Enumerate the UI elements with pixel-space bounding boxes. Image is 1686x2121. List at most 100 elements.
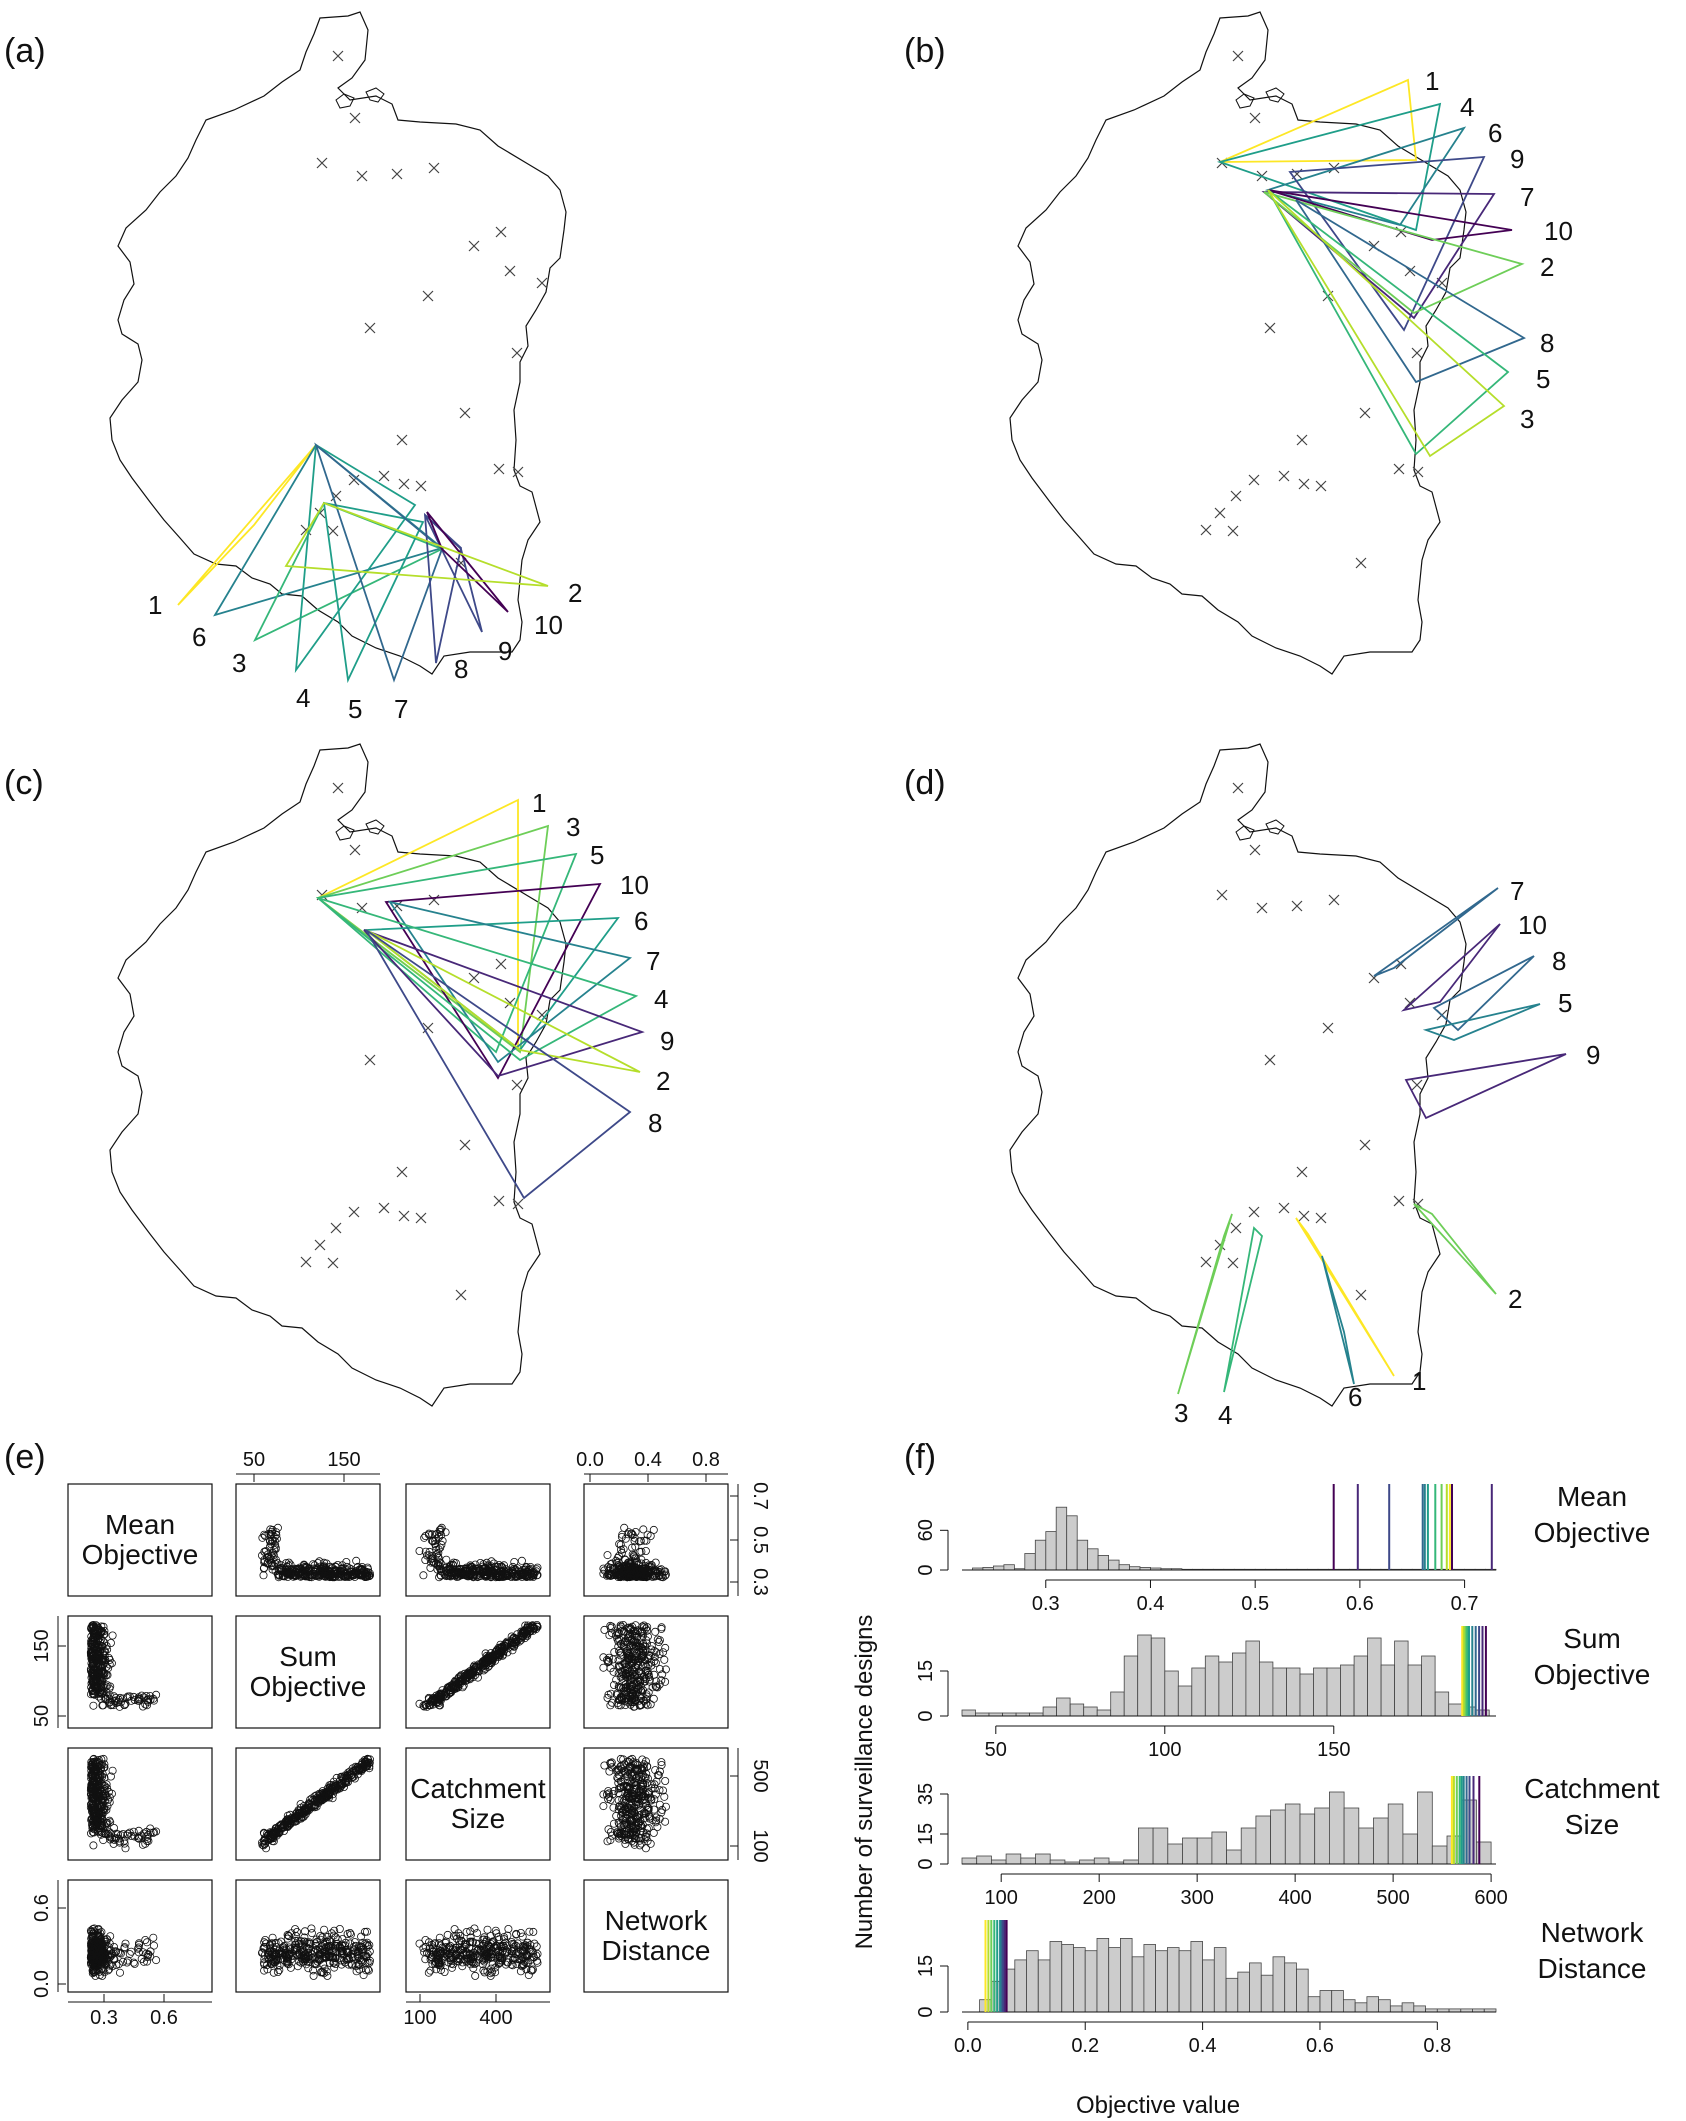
site-marker <box>428 894 440 906</box>
site-marker <box>459 1139 471 1151</box>
y-tick-label: 35 <box>915 1783 937 1805</box>
data-point <box>508 1646 517 1655</box>
design-label: 2 <box>1508 1284 1522 1314</box>
panel-label-a: (a) <box>4 32 46 70</box>
tick-label: 0.7 <box>749 1482 771 1510</box>
hist-bar <box>976 1855 992 1865</box>
site-marker <box>1404 997 1416 1009</box>
data-point <box>653 1823 662 1832</box>
hist-bar <box>1005 1853 1022 1865</box>
hist-bar <box>1270 1809 1286 1865</box>
data-point <box>644 1688 653 1697</box>
data-point <box>95 1641 104 1650</box>
island-outline <box>365 87 385 103</box>
site-marker <box>1256 902 1268 914</box>
variable-label: Network <box>605 1905 709 1936</box>
data-point <box>613 1553 622 1562</box>
data-point <box>90 1666 99 1675</box>
data-point <box>606 1560 615 1569</box>
design-triangle <box>314 442 444 683</box>
data-point <box>654 1638 663 1647</box>
hist-bar <box>1045 1531 1057 1571</box>
data-point <box>89 1841 98 1850</box>
data-point <box>267 1552 276 1561</box>
data-point <box>108 1631 117 1640</box>
data-point <box>110 1697 119 1706</box>
data-point <box>623 1573 632 1582</box>
design-label: 9 <box>660 1026 674 1056</box>
hist-bar <box>1413 2005 1426 2013</box>
tick-label: 400 <box>479 2007 512 2029</box>
site-marker <box>415 1212 427 1224</box>
hist-bar <box>1402 1833 1419 1865</box>
data-point <box>142 1938 151 1947</box>
design-label: 10 <box>1518 910 1547 940</box>
hist-bar <box>1431 1845 1448 1865</box>
site-marker <box>1278 1202 1290 1214</box>
hist-bar <box>1204 1655 1220 1717</box>
design-label: 10 <box>1544 216 1573 246</box>
data-point <box>657 1623 666 1632</box>
data-point <box>643 1565 652 1574</box>
tick-label: 100 <box>749 1829 771 1862</box>
hist-bar <box>1343 1999 1356 2013</box>
site-marker <box>398 478 410 490</box>
cell-frame <box>405 1483 551 1597</box>
hist-bar <box>1138 1827 1154 1865</box>
design-triangle <box>252 501 445 642</box>
hist-bar <box>1299 1673 1314 1717</box>
hist-bar <box>961 1709 976 1717</box>
site-marker <box>504 265 516 277</box>
hist-bar <box>1178 1950 1192 2013</box>
data-point <box>152 1690 161 1699</box>
tick-label: 0.5 <box>749 1526 771 1554</box>
data-point <box>428 1552 437 1561</box>
hist-bar <box>1097 1555 1109 1571</box>
data-point <box>599 1802 608 1811</box>
data-point <box>435 1933 444 1942</box>
site-marker <box>1291 900 1303 912</box>
hist-bar <box>1167 1947 1180 2013</box>
data-point <box>616 1540 625 1549</box>
site-marker <box>1359 407 1371 419</box>
hist-bar <box>1137 1634 1152 1717</box>
data-point <box>526 1572 535 1581</box>
data-point <box>640 1572 649 1581</box>
hist-bar <box>1152 1827 1169 1865</box>
site-marker <box>314 1239 326 1251</box>
hist-bar <box>1076 1539 1089 1571</box>
data-point <box>123 1693 132 1702</box>
design-label: 9 <box>1510 144 1524 174</box>
design-triangle <box>315 852 578 1054</box>
design-label: 3 <box>1174 1398 1188 1428</box>
hist-bar <box>1196 1837 1213 1865</box>
hist-bar <box>1190 1941 1204 2013</box>
site-marker <box>1393 463 1405 475</box>
design-label: 8 <box>1552 946 1566 976</box>
site-marker <box>1296 1166 1308 1178</box>
data-point <box>361 1572 370 1581</box>
island-outline <box>335 825 355 841</box>
hist-bar <box>1329 1791 1345 1865</box>
hist-bar <box>1079 1859 1095 1865</box>
site-marker <box>511 1079 523 1091</box>
site-marker <box>493 1195 505 1207</box>
hist-bar <box>1084 1950 1098 2013</box>
hist-bar <box>1096 1938 1110 2013</box>
data-point <box>512 1572 521 1581</box>
data-point <box>421 1556 430 1565</box>
hist-bar <box>991 1859 1007 1865</box>
hist-bar <box>1340 1664 1355 1717</box>
data-point <box>600 1761 609 1770</box>
design-label: 6 <box>1488 118 1502 148</box>
hist-bar <box>1213 1947 1227 2013</box>
data-point <box>106 1639 115 1648</box>
data-point <box>617 1548 626 1557</box>
design-triangle <box>284 501 549 587</box>
region-outline <box>1009 11 1467 675</box>
site-marker <box>1232 782 1244 794</box>
